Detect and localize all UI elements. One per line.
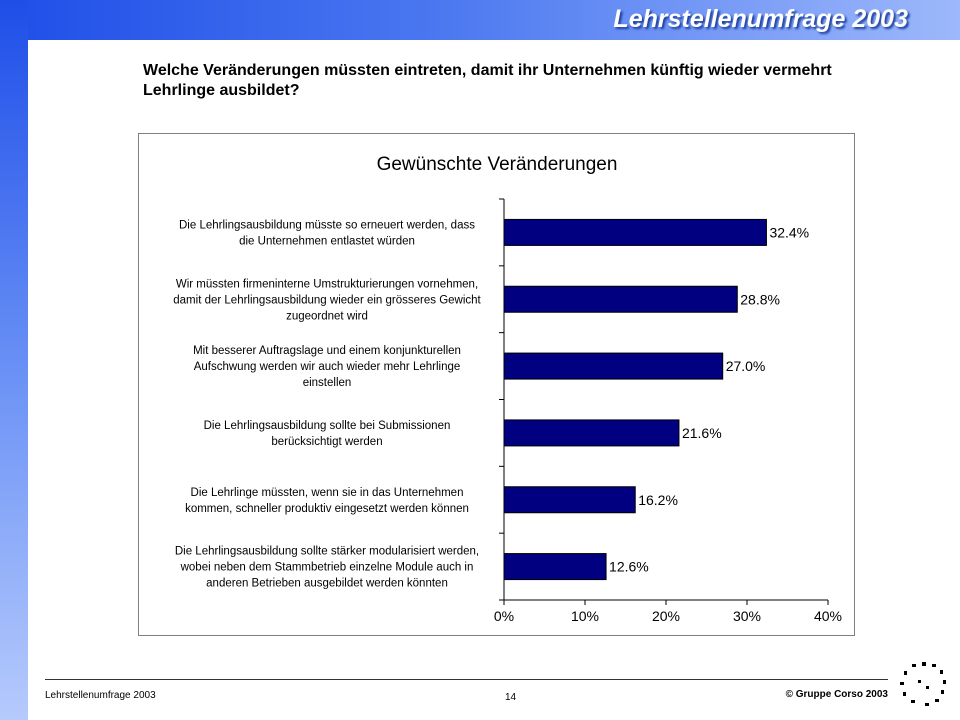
- x-tick-label: 40%: [814, 608, 842, 624]
- corso-logo-icon: [900, 662, 946, 706]
- category-label: Die Lehrlingsausbildung sollte stärker m…: [175, 546, 479, 590]
- category-label: Die Lehrlingsausbildung müsste so erneue…: [179, 219, 475, 247]
- x-tick-label: 10%: [571, 608, 599, 624]
- category-label-line: Die Lehrlingsausbildung müsste so erneue…: [179, 219, 475, 231]
- category-label-line: wobei neben dem Stammbetrieb einzelne Mo…: [180, 562, 474, 574]
- data-label: 16.2%: [638, 492, 678, 508]
- data-label: 27.0%: [726, 358, 766, 374]
- bar: [503, 285, 738, 313]
- header-title: Lehrstellenumfrage 2003: [613, 5, 908, 33]
- category-label-line: die Unternehmen entlastet würden: [239, 235, 415, 247]
- category-label: Wir müssten firmeninterne Umstrukturieru…: [173, 278, 481, 322]
- bar: [503, 553, 607, 581]
- category-label: Die Lehrlinge müssten, wenn sie in das U…: [185, 487, 469, 515]
- category-label-line: berücksichtigt werden: [271, 436, 382, 448]
- data-label: 21.6%: [682, 425, 722, 441]
- chart-title: Gewünschte Veränderungen: [377, 154, 618, 175]
- category-label-line: Die Lehrlingsausbildung sollte bei Submi…: [204, 420, 451, 432]
- category-label-line: kommen, schneller produktiv eingesetzt w…: [185, 503, 469, 515]
- data-label: 12.6%: [609, 559, 649, 575]
- data-label: 28.8%: [740, 291, 780, 307]
- copyright-text: © Gruppe Corso 2003: [785, 689, 888, 700]
- header-band: [0, 0, 960, 40]
- category-label-line: Die Lehrlinge müssten, wenn sie in das U…: [191, 487, 464, 499]
- bar: [503, 352, 724, 380]
- category-label-line: zugeordnet wird: [286, 310, 368, 322]
- category-label-line: Mit besserer Auftragslage und einem konj…: [193, 345, 461, 357]
- bar: [503, 218, 767, 246]
- data-label: 32.4%: [769, 224, 809, 240]
- footer-divider: [45, 679, 888, 680]
- category-label-line: Aufschwung werden wir auch wieder mehr L…: [194, 361, 461, 373]
- bar: [503, 419, 680, 447]
- category-label-line: anderen Betrieben ausgebildet werden kön…: [206, 578, 448, 590]
- x-tick-label: 30%: [733, 608, 761, 624]
- category-label-line: einstellen: [303, 377, 352, 389]
- footer-left-text: Lehrstellenumfrage 2003: [45, 690, 156, 701]
- x-tick-label: 20%: [652, 608, 680, 624]
- category-label-line: Wir müssten firmeninterne Umstrukturieru…: [176, 278, 478, 290]
- left-band: [0, 0, 28, 720]
- chart-frame: [138, 133, 855, 636]
- bar: [503, 486, 636, 514]
- category-label: Die Lehrlingsausbildung sollte bei Submi…: [204, 420, 451, 448]
- page-number: 14: [505, 692, 517, 703]
- category-label-line: damit der Lehrlingsausbildung wieder ein…: [173, 294, 481, 306]
- x-tick-label: 0%: [494, 608, 514, 624]
- category-label-line: Die Lehrlingsausbildung sollte stärker m…: [175, 546, 479, 558]
- question-text: Welche Veränderungen müssten eintreten, …: [143, 62, 832, 99]
- category-label: Mit besserer Auftragslage und einem konj…: [193, 345, 461, 389]
